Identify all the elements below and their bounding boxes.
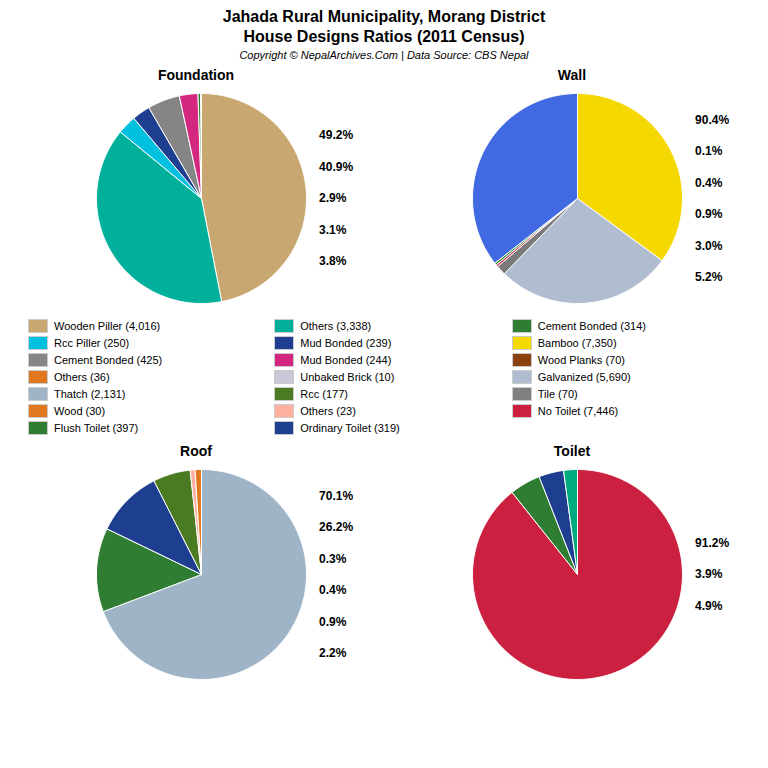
html-text:Tile (70): Tile (70) bbox=[537, 388, 578, 400]
html-text:Bamboo (7,350): Bamboo (7,350) bbox=[537, 337, 617, 349]
html-text:Unbaked Brick (10): Unbaked Brick (10) bbox=[300, 371, 395, 383]
svg-text:49.2%: 49.2% bbox=[319, 128, 353, 142]
html-text:Rcc Piller (250): Rcc Piller (250) bbox=[54, 337, 130, 349]
svg-text:0.9%: 0.9% bbox=[695, 207, 723, 221]
html-text:Roof: Roof bbox=[180, 443, 212, 459]
svg-text:3.1%: 3.1% bbox=[319, 223, 347, 237]
html-text:Wooden Piller (4,016): Wooden Piller (4,016) bbox=[54, 320, 161, 332]
svg-text:90.4%: 90.4% bbox=[695, 113, 729, 127]
svg-text:2.9%: 2.9% bbox=[319, 191, 347, 205]
svg-text:91.2%: 91.2% bbox=[695, 536, 729, 550]
svg-text:40.9%: 40.9% bbox=[319, 160, 353, 174]
html-text:No Toilet (7,446): No Toilet (7,446) bbox=[537, 405, 619, 417]
html-text:Wall: Wall bbox=[557, 67, 587, 83]
html-text:Jahada Rural Municipality, Mor: Jahada Rural Municipality, Morang Distri… bbox=[222, 8, 546, 25]
html-text:Cement Bonded (425): Cement Bonded (425) bbox=[54, 354, 163, 366]
svg-text:0.3%: 0.3% bbox=[319, 552, 347, 566]
html-text:Others (3,338): Others (3,338) bbox=[300, 320, 372, 332]
svg-text:5.2%: 5.2% bbox=[695, 270, 723, 284]
html-text:Copyright © NepalArchives.Com: Copyright © NepalArchives.Com | Data Sou… bbox=[239, 49, 529, 61]
svg-text:4.9%: 4.9% bbox=[695, 599, 723, 613]
html-text:Flush Toilet (397): Flush Toilet (397) bbox=[54, 422, 139, 434]
html-text:Foundation: Foundation bbox=[157, 67, 235, 83]
html-text:Ordinary Toilet (319): Ordinary Toilet (319) bbox=[300, 422, 400, 434]
html-text:Toilet: Toilet bbox=[553, 443, 591, 459]
html-text:Wood Planks (70): Wood Planks (70) bbox=[537, 354, 625, 366]
html-text:House Designs Ratios (2011 Cen: House Designs Ratios (2011 Census) bbox=[243, 28, 525, 45]
html-text:Thatch (2,131): Thatch (2,131) bbox=[54, 388, 126, 400]
html-text:Others (23): Others (23) bbox=[300, 405, 356, 417]
svg-text:3.8%: 3.8% bbox=[319, 254, 347, 268]
svg-text:0.1%: 0.1% bbox=[695, 144, 723, 158]
html-text:Others (36): Others (36) bbox=[54, 371, 110, 383]
svg-text:70.1%: 70.1% bbox=[319, 489, 353, 503]
svg-text:0.4%: 0.4% bbox=[695, 176, 723, 190]
svg-text:0.9%: 0.9% bbox=[319, 615, 347, 629]
html-text:Mud Bonded (239): Mud Bonded (239) bbox=[300, 337, 392, 349]
svg-text:3.9%: 3.9% bbox=[695, 567, 723, 581]
html-text:Galvanized (5,690): Galvanized (5,690) bbox=[537, 371, 631, 383]
svg-text:26.2%: 26.2% bbox=[319, 520, 353, 534]
html-text:Cement Bonded (314): Cement Bonded (314) bbox=[537, 320, 646, 332]
svg-text:0.4%: 0.4% bbox=[319, 583, 347, 597]
html-text:Rcc (177): Rcc (177) bbox=[300, 388, 348, 400]
svg-text:3.0%: 3.0% bbox=[695, 239, 723, 253]
html-text:Mud Bonded (244): Mud Bonded (244) bbox=[300, 354, 392, 366]
svg-text:2.2%: 2.2% bbox=[319, 646, 347, 660]
html-text:Wood (30): Wood (30) bbox=[54, 405, 106, 417]
